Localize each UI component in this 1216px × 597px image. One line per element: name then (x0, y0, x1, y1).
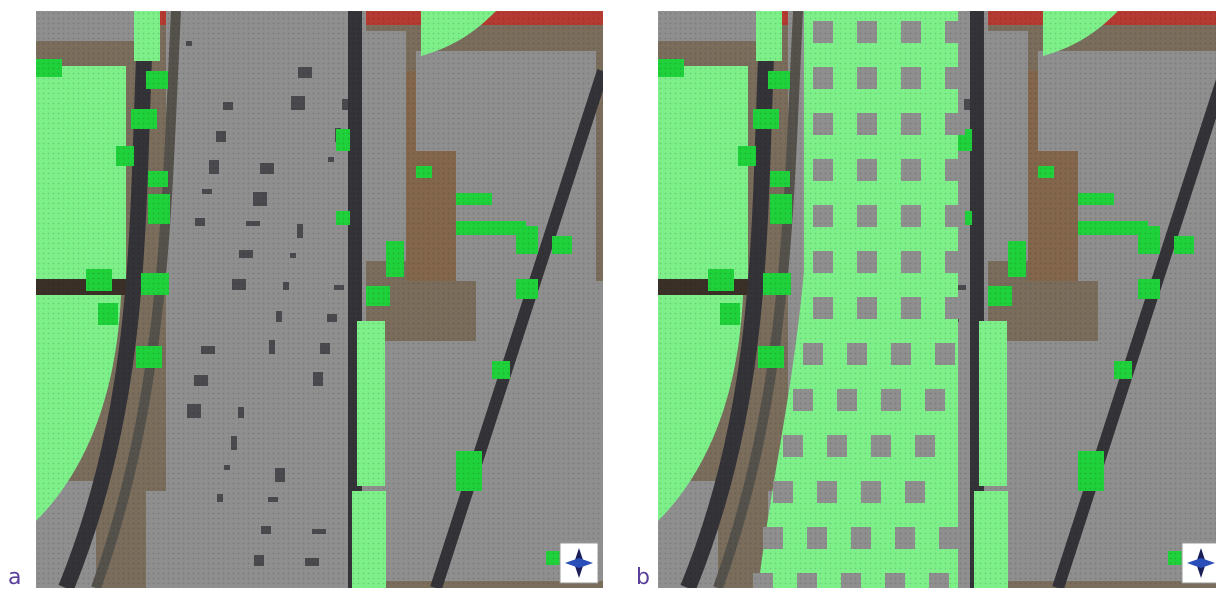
grid-overlay (36, 11, 603, 588)
north-arrow-star-horizontal (1187, 558, 1215, 568)
north-arrow-star-horizontal (565, 558, 593, 568)
map-panel-b (658, 11, 1216, 588)
map-panel-a (36, 11, 603, 588)
satellite-map (658, 11, 1216, 588)
panel-label-a: a (8, 565, 22, 590)
compass-rose-icon (1181, 542, 1216, 584)
panel-label-b: b (636, 565, 650, 590)
compass-rose-icon (559, 542, 599, 584)
grid-overlay (658, 11, 1216, 588)
satellite-map (36, 11, 603, 588)
